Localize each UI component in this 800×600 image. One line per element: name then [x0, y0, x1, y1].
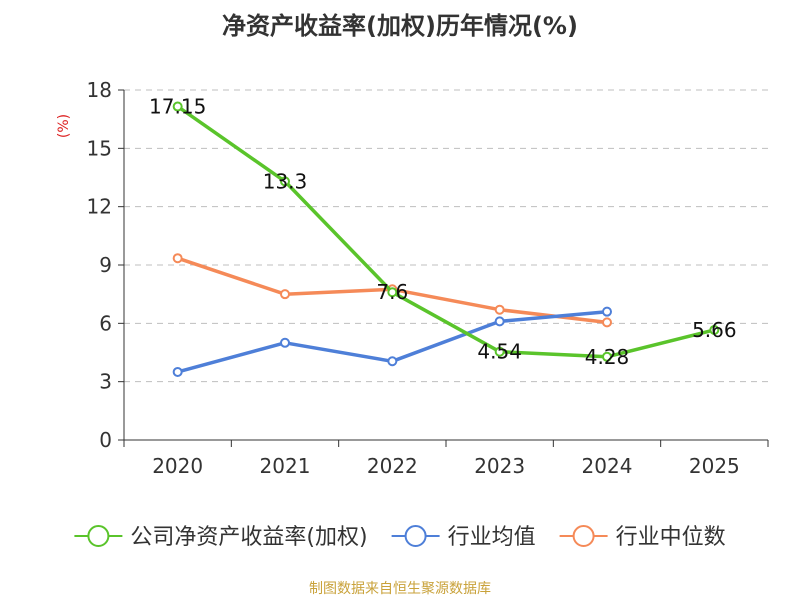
- source-note: 制图数据来自恒生聚源数据库: [309, 581, 491, 597]
- point-s1-2021[interactable]: [280, 337, 290, 348]
- chart-title: 净资产收益率(加权)历年情况(%): [222, 12, 578, 40]
- point-s0-2024[interactable]: [602, 351, 612, 362]
- point-s1-2020[interactable]: [172, 366, 183, 377]
- x-tick-label-2022: 2022: [367, 454, 418, 478]
- legend-marker-1: [404, 525, 427, 547]
- y-tick-label-6: 6: [99, 311, 112, 335]
- legend-label-1: 行业均值: [448, 525, 536, 550]
- legend-item-2[interactable]: 行业中位数: [559, 525, 726, 550]
- x-tick-label-2023: 2023: [474, 454, 525, 478]
- y-tick-label-3: 3: [99, 370, 112, 394]
- x-tick-label-2021: 2021: [260, 454, 311, 478]
- data-label-2022: 7.6: [376, 280, 408, 304]
- point-s2-2024[interactable]: [602, 317, 612, 328]
- y-tick-label-18: 18: [87, 78, 112, 102]
- legend-item-1[interactable]: 行业均值: [391, 525, 536, 550]
- point-s1-2023[interactable]: [494, 316, 505, 327]
- legend[interactable]: 公司净资产收益率(加权) 行业均值 行业中位数: [74, 525, 726, 550]
- point-s2-2023[interactable]: [494, 304, 505, 315]
- y-axis-label: (%): [56, 114, 72, 138]
- legend-item-0[interactable]: 公司净资产收益率(加权): [74, 525, 368, 550]
- y-tick-label-12: 12: [87, 195, 112, 219]
- point-s2-2021[interactable]: [280, 289, 290, 300]
- legend-marker-2: [572, 525, 595, 547]
- point-s0-2025[interactable]: [709, 324, 720, 335]
- data-label-2024: 4.28: [585, 345, 630, 369]
- x-tick-label-2024: 2024: [582, 454, 633, 478]
- point-s0-2022[interactable]: [387, 287, 398, 298]
- legend-label-0: 公司净资产收益率(加权): [130, 525, 367, 550]
- legend-marker-0: [87, 525, 110, 547]
- x-tick-label-2025: 2025: [689, 454, 740, 478]
- data-labels: 17.15 13.3 7.6 4.54 4.28 5.66: [149, 95, 737, 369]
- legend-label-2: 行业中位数: [616, 525, 726, 550]
- point-s2-2020[interactable]: [172, 253, 183, 264]
- y-tick-label-0: 0: [99, 428, 112, 452]
- data-label-2023: 4.54: [477, 340, 522, 364]
- point-s1-2022[interactable]: [387, 356, 398, 367]
- series-line-0: [176, 105, 715, 359]
- point-s0-2020[interactable]: [172, 101, 183, 112]
- point-s0-2023[interactable]: [494, 346, 505, 357]
- data-label-2020: 17.15: [149, 95, 206, 119]
- point-s1-2024[interactable]: [602, 306, 612, 317]
- y-tick-label-15: 15: [87, 136, 112, 160]
- series-lines: [172, 101, 720, 377]
- data-label-2021: 13.3: [263, 169, 308, 193]
- data-label-2025: 5.66: [692, 318, 737, 342]
- axes: 0 3 6 9 12 15 18 2020 2021 2022 2023 2024 2025: [87, 78, 769, 478]
- y-tick-label-9: 9: [99, 253, 112, 277]
- grid-lines: [124, 89, 768, 383]
- x-tick-label-2020: 2020: [152, 454, 203, 478]
- point-s0-2021[interactable]: [280, 176, 290, 187]
